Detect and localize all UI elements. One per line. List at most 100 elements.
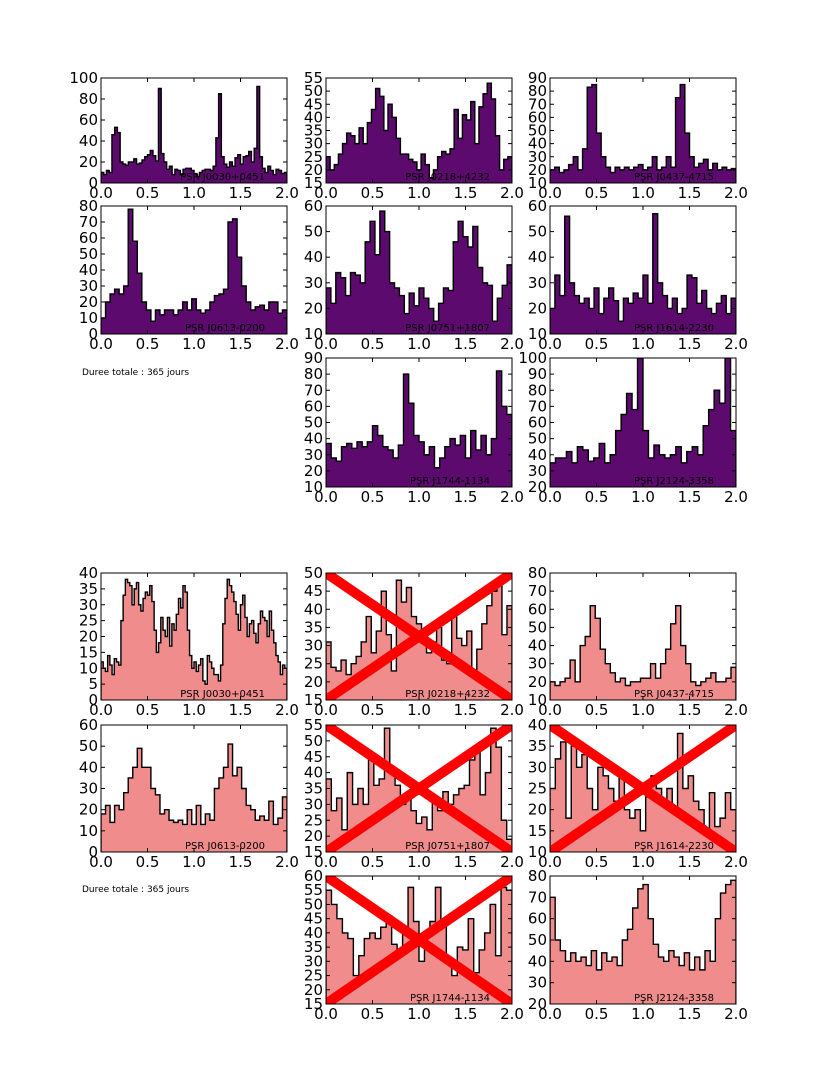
x-tick-label: 0.0 [89,701,113,719]
histogram-outline [326,727,512,852]
bar [730,430,736,487]
bar [480,794,486,852]
bar [136,164,140,183]
bar [150,321,156,334]
x-tick-label: 1.0 [631,853,655,871]
bar [431,641,437,700]
bar [450,148,455,183]
bar [680,84,686,183]
bar [502,285,508,334]
bar [174,169,178,183]
y-tick-label: 25 [304,655,323,673]
y-tick-label: 25 [304,967,323,985]
bar [425,164,430,183]
bar [638,164,644,183]
y-tick-label: 20 [304,299,323,317]
bar [414,305,420,334]
x-tick-label: 1.0 [182,853,206,871]
bar [596,969,603,1004]
bar [575,681,581,700]
y-tick-label: 45 [304,95,323,113]
x-tick-label: 0.0 [538,488,562,506]
bar [661,167,667,183]
bar [249,623,252,700]
bar [209,302,215,334]
bar [453,794,460,852]
bar [202,170,206,183]
bar [454,109,459,183]
bar [357,788,364,852]
x-tick-label: 1.5 [454,853,478,871]
y-tick-label: 60 [528,910,547,928]
bar [232,166,236,183]
bar [598,313,605,334]
duration-note-top: Duree totale : 365 jours [82,368,190,378]
x-tick-label: 1.5 [678,701,702,719]
bar [412,162,418,183]
bar [475,449,482,487]
bar [132,767,138,852]
bar [382,446,389,487]
y-tick-label: 40 [528,446,547,464]
bar [599,443,606,487]
bar [470,430,477,487]
bar [133,158,137,183]
bar [248,151,252,183]
bar [132,241,138,334]
bar [635,809,641,852]
bar [640,678,646,700]
y-tick-label: 35 [304,938,323,956]
bar [434,467,441,487]
bar [477,267,484,334]
bar [335,272,342,334]
bar [350,135,356,183]
bar [211,668,215,700]
bar [550,462,556,487]
bar [392,117,397,183]
bar [237,767,243,852]
bar [618,321,624,334]
x-tick-label: 1.0 [182,184,206,202]
bar [400,804,407,852]
bar [677,313,683,334]
bar [267,166,271,183]
bar [221,156,225,183]
bar [499,169,505,183]
bar [656,788,662,852]
bar [138,604,142,700]
bar [645,678,651,700]
bar [404,154,410,183]
bar [696,303,703,334]
bar [346,133,352,183]
bar [114,805,120,852]
histogram-outline [326,82,512,183]
bar [174,630,177,700]
bar [606,961,613,1004]
bar [441,660,448,700]
bar [264,620,268,700]
bar [262,168,266,183]
y-tick-label: 100 [69,69,98,87]
x-tick-label: 0.0 [89,853,113,871]
bar [496,370,503,487]
bar [559,295,566,334]
bar [703,425,710,487]
bar [507,264,512,334]
bar [585,636,591,700]
bar [367,441,373,487]
bar [690,681,697,700]
bar [209,661,213,700]
bar [643,169,649,183]
bar [265,172,269,183]
bar [680,645,687,700]
bar [595,618,601,700]
bar [584,298,590,334]
bar [388,449,394,487]
bar [424,932,431,1004]
bar [590,605,596,700]
y-tick-label: 55 [304,69,323,87]
bar [495,955,502,1004]
pulsar-label: PSR J0218+4232 [405,689,490,700]
x-tick-label: 1.5 [454,701,478,719]
bar [712,163,718,183]
